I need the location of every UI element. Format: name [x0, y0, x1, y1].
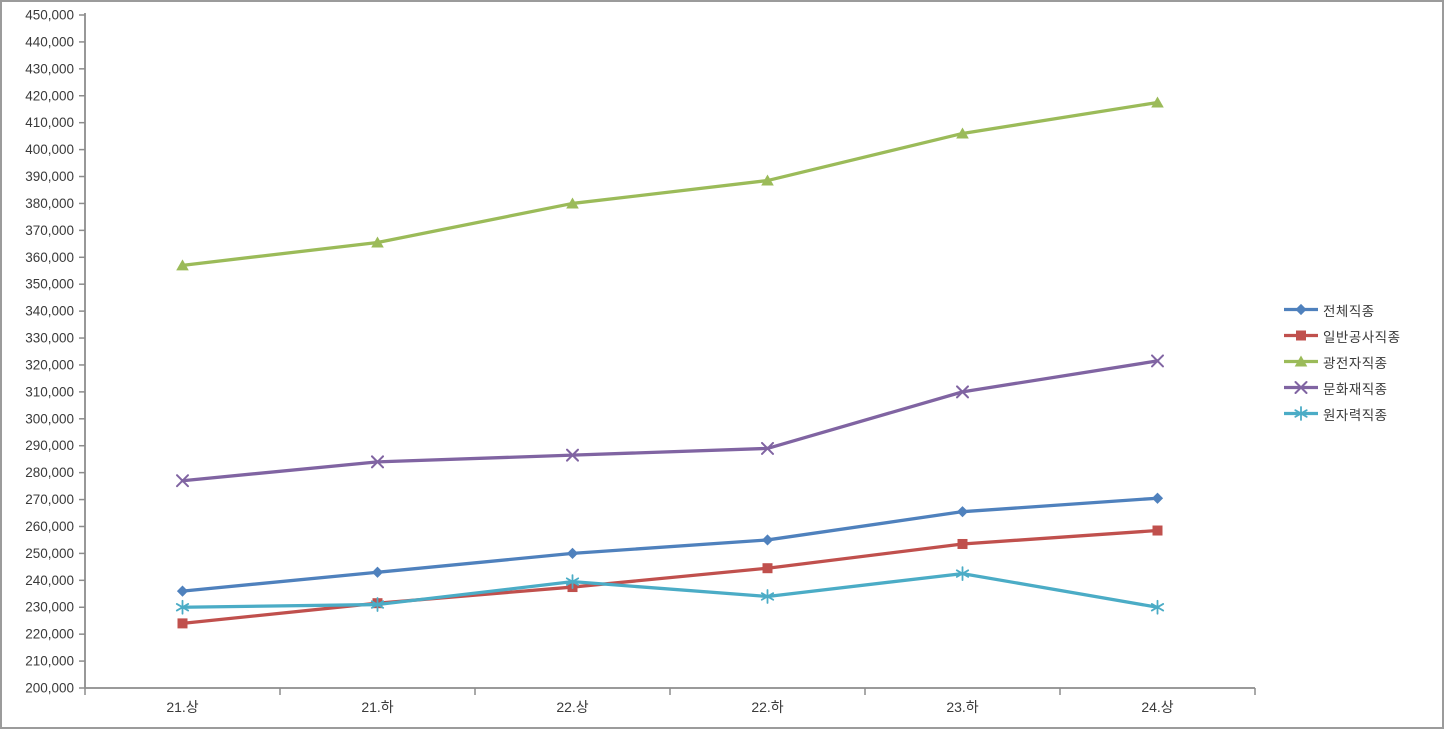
- y-tick-label: 240,000: [25, 573, 74, 588]
- series-4-line: [180, 571, 1160, 609]
- y-tick-label: 420,000: [25, 88, 74, 103]
- y-tick-label: 340,000: [25, 304, 74, 319]
- y-tick-label: 330,000: [25, 331, 74, 346]
- y-tick-label: 440,000: [25, 34, 74, 49]
- series-1-marker-4: [957, 538, 968, 549]
- legend-label: 원자력직종: [1323, 407, 1388, 423]
- legend-item-1: 일반공사직종: [1284, 328, 1401, 345]
- legend-marker-x-icon: [1294, 381, 1308, 394]
- x-tick-label: 22.상: [556, 699, 588, 715]
- series-3-line: [180, 359, 1160, 483]
- legend-item-4: 원자력직종: [1284, 406, 1401, 423]
- y-tick-label: 450,000: [25, 8, 74, 23]
- y-tick-label: 250,000: [25, 546, 74, 561]
- y-tick-label: 410,000: [25, 115, 74, 130]
- series-4-marker-1: [370, 597, 385, 612]
- y-tick-label: 220,000: [25, 627, 74, 642]
- series-2-marker-0: [176, 259, 189, 271]
- x-tick-label: 21.상: [166, 699, 198, 715]
- y-tick-label: 260,000: [25, 519, 74, 534]
- series-4-marker-5: [1150, 599, 1165, 615]
- series-3-marker-2: [566, 448, 579, 462]
- y-tick-label: 200,000: [25, 681, 74, 696]
- legend-item-2: 광전자직종: [1284, 354, 1401, 371]
- series-4-marker-0: [175, 599, 190, 615]
- series-3-marker-3: [761, 441, 774, 455]
- legend-swatch-triangle-icon: [1284, 355, 1318, 367]
- series-2-line: [180, 100, 1160, 268]
- series-3-marker-1: [371, 455, 384, 469]
- series-0-marker-0: [176, 585, 189, 597]
- series-3-marker-0: [176, 474, 189, 488]
- y-tick-label: 320,000: [25, 357, 74, 372]
- legend-marker-diamond-icon: [1295, 303, 1307, 316]
- series-1-marker-3: [762, 563, 773, 574]
- y-tick-label: 300,000: [25, 411, 74, 426]
- y-tick-label: 360,000: [25, 250, 74, 265]
- y-tick-label: 210,000: [25, 654, 74, 669]
- legend-label: 일반공사직종: [1323, 329, 1401, 345]
- series-2-marker-5: [1151, 96, 1164, 108]
- legend-swatch-asterisk-icon: [1284, 406, 1318, 421]
- y-tick-label: 310,000: [25, 384, 74, 399]
- y-tick-label: 370,000: [25, 223, 74, 238]
- series-0-marker-1: [371, 566, 384, 578]
- series-2-marker-4: [956, 127, 969, 139]
- legend-marker-square-icon: [1296, 330, 1306, 341]
- y-tick-label: 400,000: [25, 142, 74, 157]
- x-tick-label: 22.하: [751, 699, 783, 715]
- series-3-marker-5: [1151, 354, 1164, 368]
- legend-label: 전체직종: [1323, 303, 1375, 319]
- series-1-marker-5: [1152, 525, 1163, 536]
- legend-label: 광전자직종: [1323, 355, 1388, 371]
- legend-label: 문화재직종: [1323, 381, 1388, 397]
- y-tick-label: 390,000: [25, 169, 74, 184]
- legend-swatch-diamond-icon: [1284, 303, 1318, 316]
- x-tick-label: 24.상: [1141, 699, 1173, 715]
- y-tick-label: 350,000: [25, 277, 74, 292]
- x-tick-label: 23.하: [946, 699, 978, 715]
- series-2-marker-2: [566, 197, 579, 209]
- y-tick-label: 290,000: [25, 438, 74, 453]
- legend-marker-asterisk-icon: [1294, 406, 1308, 421]
- y-tick-label: 430,000: [25, 61, 74, 76]
- series-4-marker-3: [760, 589, 775, 604]
- series-0-marker-2: [566, 547, 579, 559]
- series-4-marker-4: [955, 566, 970, 581]
- legend-marker-triangle-icon: [1294, 355, 1308, 367]
- legend-item-0: 전체직종: [1284, 302, 1401, 319]
- series-2-marker-3: [761, 174, 774, 186]
- series-0-marker-3: [761, 534, 774, 546]
- y-tick-label: 230,000: [25, 600, 74, 615]
- y-tick-label: 280,000: [25, 465, 74, 480]
- y-tick-label: 380,000: [25, 196, 74, 211]
- legend-item-3: 문화재직종: [1284, 380, 1401, 397]
- legend-swatch-square-icon: [1284, 330, 1318, 341]
- legend-swatch-x-icon: [1284, 381, 1318, 394]
- series-0-marker-5: [1151, 492, 1164, 504]
- y-tick-label: 270,000: [25, 492, 74, 507]
- series-3-marker-4: [956, 385, 969, 399]
- series-1-marker-0: [177, 618, 188, 629]
- series-0-line: [180, 496, 1160, 593]
- series-4-marker-2: [565, 574, 580, 590]
- series-2-marker-1: [371, 236, 384, 248]
- series-0-marker-4: [956, 506, 969, 518]
- x-tick-label: 21.하: [361, 699, 393, 715]
